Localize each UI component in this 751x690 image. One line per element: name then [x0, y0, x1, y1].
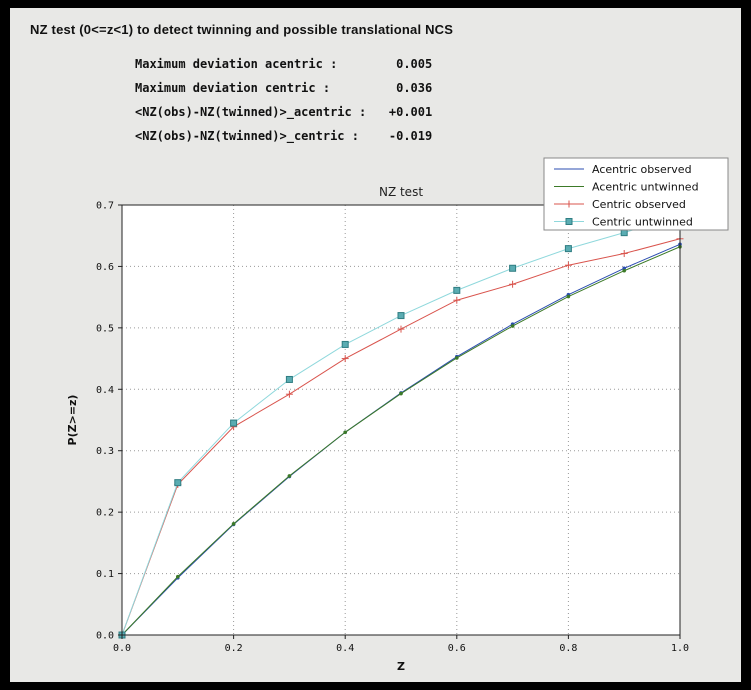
- y-axis-label: P(Z>=z): [66, 395, 79, 446]
- nz-test-figure: 0.0 0.2 0.4 0.6 0.8 1.0 0.0 0.1 0.2 0.3 0.4 0.5 0.6 0…: [10, 148, 741, 682]
- x-tick-label: 0.8: [559, 643, 577, 654]
- legend-label: Centric untwinned: [592, 216, 693, 229]
- stat-value: 0.005: [396, 57, 433, 71]
- y-tick-label: 0.5: [96, 323, 114, 334]
- plot-area: [122, 205, 680, 635]
- stat-label: <NZ(obs)-NZ(twinned)>_centric :: [135, 129, 359, 143]
- x-tick-label: 1.0: [671, 643, 689, 654]
- stats-block: Maximum deviation acentric : 0.005 Maxim…: [135, 52, 432, 148]
- grid-lines: [122, 205, 680, 635]
- axis-ticks: 0.0 0.2 0.4 0.6 0.8 1.0 0.0 0.1 0.2 0.3 0.4 0.5 0.6 0…: [96, 201, 689, 655]
- nz-test-chart: 0.0 0.2 0.4 0.6 0.8 1.0 0.0 0.1 0.2 0.3 0.4 0.5 0.6 0…: [66, 157, 729, 673]
- y-tick-label: 0.1: [96, 569, 114, 580]
- x-tick-label: 0.6: [448, 643, 466, 654]
- chart-title: NZ test: [379, 185, 423, 199]
- stat-value: -0.019: [388, 129, 433, 143]
- stat-label: <NZ(obs)-NZ(twinned)>_acentric :: [135, 105, 367, 119]
- legend: Acentric observed Acentric untwinned Centr…: [543, 157, 729, 231]
- y-tick-label: 0.2: [96, 508, 114, 519]
- stat-value: 0.036: [396, 81, 433, 95]
- x-axis-label: Z: [397, 660, 405, 673]
- plot-window: NZ test (0<=z<1) to detect twinning and …: [10, 8, 741, 682]
- stat-label: Maximum deviation acentric :: [135, 57, 338, 71]
- x-tick-label: 0.2: [225, 643, 243, 654]
- legend-label: Acentric observed: [592, 163, 692, 176]
- legend-label: Centric observed: [592, 198, 686, 211]
- plot-frame: [121, 204, 681, 636]
- legend-box: [543, 157, 729, 231]
- page-title: NZ test (0<=z<1) to detect twinning and …: [30, 22, 454, 37]
- stat-row: Maximum deviation centric : 0.036: [135, 76, 432, 100]
- x-tick-label: 0.0: [113, 643, 131, 654]
- stat-row: <NZ(obs)-NZ(twinned)>_acentric : +0.001: [135, 100, 432, 124]
- x-tick-label: 0.4: [336, 643, 354, 654]
- stat-row: <NZ(obs)-NZ(twinned)>_centric : -0.019: [135, 124, 432, 148]
- y-tick-label: 0.4: [96, 385, 114, 396]
- y-tick-label: 0.0: [96, 631, 114, 642]
- stat-label: Maximum deviation centric :: [135, 81, 331, 95]
- y-tick-label: 0.3: [96, 446, 114, 457]
- stat-row: Maximum deviation acentric : 0.005: [135, 52, 432, 76]
- y-tick-label: 0.6: [96, 262, 114, 273]
- legend-label: Acentric untwinned: [592, 181, 699, 194]
- stat-value: +0.001: [388, 105, 433, 119]
- y-tick-label: 0.7: [96, 201, 114, 212]
